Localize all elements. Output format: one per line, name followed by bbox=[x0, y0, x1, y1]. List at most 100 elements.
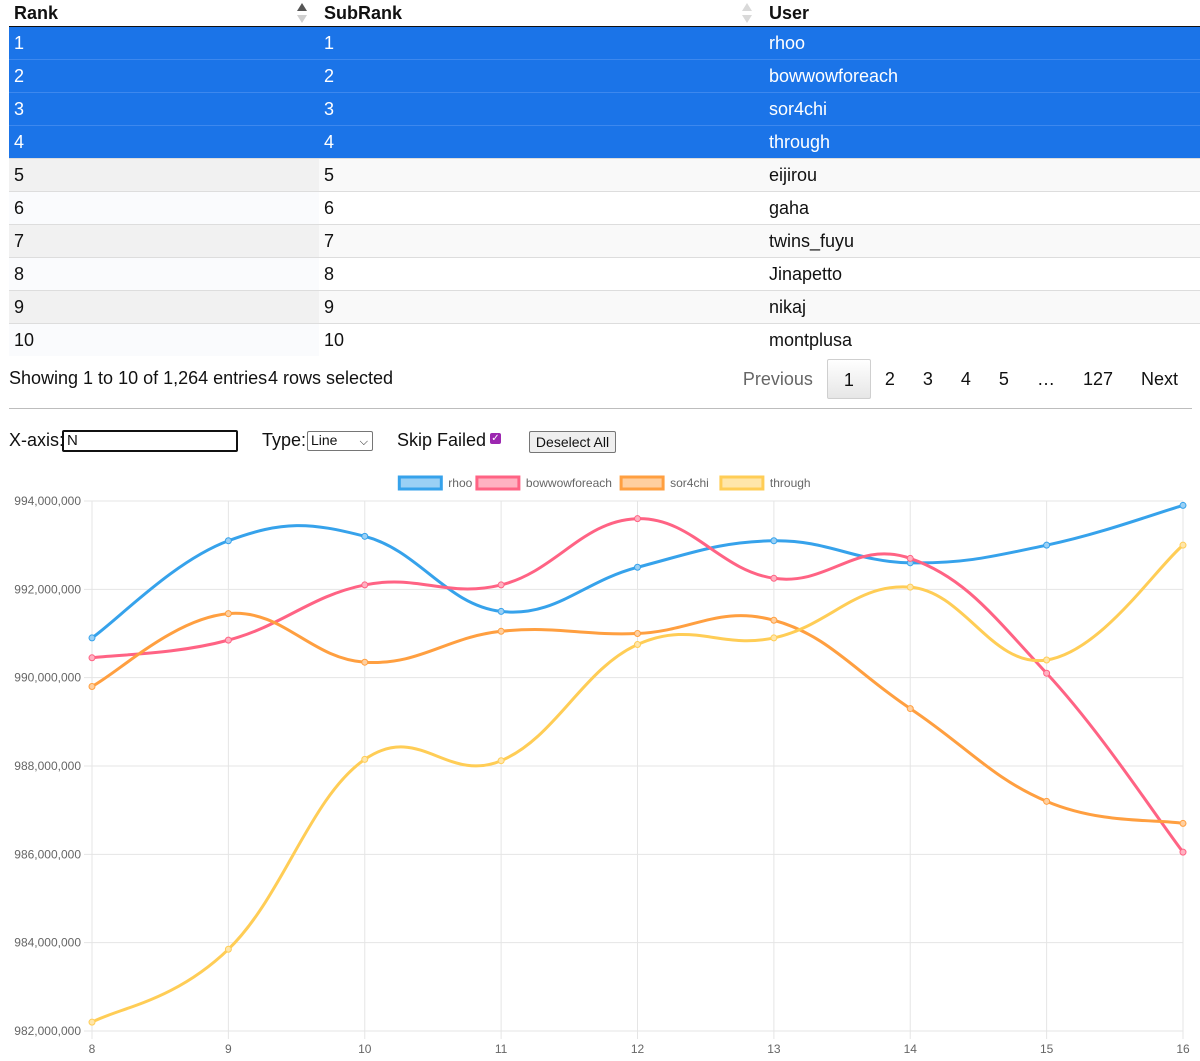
cell-user: Jinapetto bbox=[764, 257, 1200, 291]
data-point-rhoo[interactable] bbox=[770, 537, 778, 545]
data-point-bowwowforeach[interactable] bbox=[906, 554, 914, 562]
cell-user: twins_fuyu bbox=[764, 224, 1200, 258]
skip-failed-label: Skip Failed bbox=[397, 430, 487, 450]
column-header-subrank[interactable]: SubRank bbox=[319, 0, 764, 27]
cell-user: gaha bbox=[764, 191, 1200, 225]
legend-label-sor4chi[interactable]: sor4chi bbox=[670, 476, 709, 490]
pagination-page[interactable]: 4 bbox=[960, 369, 971, 389]
cell-user: sor4chi bbox=[764, 92, 1200, 126]
data-point-sor4chi[interactable] bbox=[497, 627, 505, 635]
data-point-bowwowforeach[interactable] bbox=[1179, 848, 1187, 856]
table-row[interactable]: 9 9 nikaj bbox=[9, 290, 1200, 324]
pagination-ellipsis: … bbox=[1036, 369, 1055, 389]
table-row[interactable]: 5 5 eijirou bbox=[9, 158, 1200, 192]
table-row[interactable]: 1 1 rhoo bbox=[9, 26, 1200, 60]
pagination-page[interactable]: 3 bbox=[922, 369, 933, 389]
pagination-page[interactable]: 1 bbox=[826, 359, 871, 399]
data-point-rhoo[interactable] bbox=[1043, 541, 1051, 549]
column-header-label: SubRank bbox=[324, 2, 403, 23]
data-point-bowwowforeach[interactable] bbox=[497, 581, 505, 589]
x-tick-label: 10 bbox=[358, 1042, 372, 1056]
data-point-through[interactable] bbox=[88, 1018, 96, 1026]
pagination-previous[interactable]: Previous bbox=[742, 369, 813, 389]
cell-subrank: 9 bbox=[319, 290, 764, 324]
cell-subrank: 10 bbox=[319, 323, 764, 356]
pagination-page[interactable]: 5 bbox=[998, 369, 1009, 389]
cell-rank: 10 bbox=[9, 323, 319, 356]
type-label: Type: bbox=[262, 430, 307, 450]
legend-swatch-rhoo[interactable] bbox=[397, 475, 443, 491]
cell-user: montplusa bbox=[764, 323, 1200, 356]
y-tick-label: 988,000,000 bbox=[14, 759, 81, 773]
data-point-sor4chi[interactable] bbox=[1179, 819, 1187, 827]
line-chart: 982,000,000 984,000,000 986,000,000 988,000… bbox=[14, 475, 1190, 1056]
table-row[interactable]: 7 7 twins_fuyu bbox=[9, 224, 1200, 258]
legend-swatch-bowwowforeach[interactable] bbox=[475, 475, 521, 491]
pagination-page[interactable]: 2 bbox=[884, 369, 895, 389]
y-tick-label: 986,000,000 bbox=[14, 847, 81, 861]
data-point-bowwowforeach[interactable] bbox=[88, 654, 96, 662]
y-tick-label: 982,000,000 bbox=[14, 1024, 81, 1038]
section-divider bbox=[9, 408, 1192, 409]
data-point-through[interactable] bbox=[224, 945, 232, 953]
data-point-through[interactable] bbox=[906, 583, 914, 591]
cell-subrank: 5 bbox=[319, 158, 764, 192]
cell-user: bowwowforeach bbox=[764, 59, 1200, 93]
data-point-through[interactable] bbox=[361, 755, 369, 763]
legend-swatch-sor4chi[interactable] bbox=[619, 475, 665, 491]
data-point-through[interactable] bbox=[1043, 656, 1051, 664]
cell-subrank: 7 bbox=[319, 224, 764, 258]
table-row[interactable]: 10 10 montplusa bbox=[9, 323, 1200, 356]
data-point-bowwowforeach[interactable] bbox=[1043, 669, 1051, 677]
data-point-sor4chi[interactable] bbox=[770, 616, 778, 624]
data-point-sor4chi[interactable] bbox=[1043, 797, 1051, 805]
table-row[interactable]: 2 2 bowwowforeach bbox=[9, 59, 1200, 93]
legend-label-rhoo[interactable]: rhoo bbox=[448, 476, 472, 490]
table-row[interactable]: 6 6 gaha bbox=[9, 191, 1200, 225]
data-point-sor4chi[interactable] bbox=[224, 610, 232, 618]
pagination-next[interactable]: Next bbox=[1140, 369, 1178, 389]
data-point-sor4chi[interactable] bbox=[361, 658, 369, 666]
sort-both-icon bbox=[742, 3, 752, 23]
data-point-rhoo[interactable] bbox=[634, 563, 641, 571]
deselect-all-button[interactable]: Deselect All bbox=[529, 431, 616, 453]
cell-subrank: 3 bbox=[319, 92, 764, 126]
data-point-through[interactable] bbox=[497, 757, 505, 765]
type-select[interactable]: Line ⌵ bbox=[307, 431, 373, 451]
data-point-rhoo[interactable] bbox=[361, 532, 369, 540]
data-point-bowwowforeach[interactable] bbox=[224, 636, 232, 644]
cell-subrank: 2 bbox=[319, 59, 764, 93]
pagination: Previous 1 2 3 4 5 … 127 Next bbox=[729, 358, 1192, 400]
data-point-bowwowforeach[interactable] bbox=[770, 574, 778, 582]
data-point-through[interactable] bbox=[770, 634, 778, 642]
data-point-sor4chi[interactable] bbox=[906, 705, 914, 713]
legend-label-through[interactable]: through bbox=[770, 476, 811, 490]
entries-info: Showing 1 to 10 of 1,264 entries bbox=[9, 368, 268, 388]
legend-swatch-through[interactable] bbox=[719, 475, 765, 491]
xaxis-input[interactable]: N bbox=[62, 430, 238, 452]
table-row[interactable]: 3 3 sor4chi bbox=[9, 92, 1200, 126]
skip-failed-checkbox[interactable]: ✓ bbox=[490, 433, 501, 444]
xaxis-label: X-axis: bbox=[9, 430, 65, 450]
ranking-table-container: Rank SubRank User 1 1 rhoo 2 2 bowwowforeach 3… bbox=[9, 0, 1200, 356]
table-row[interactable]: 4 4 through bbox=[9, 125, 1200, 159]
pagination-page[interactable]: 127 bbox=[1082, 369, 1113, 389]
data-point-sor4chi[interactable] bbox=[88, 683, 96, 690]
column-header-label: Rank bbox=[14, 2, 59, 23]
sort-asc-icon bbox=[297, 3, 307, 23]
data-point-rhoo[interactable] bbox=[88, 634, 96, 642]
column-header-rank[interactable]: Rank bbox=[9, 0, 319, 27]
chart-controls: X-axis: N Type: Line ⌵ Skip Failed ✓ Des… bbox=[9, 428, 1192, 456]
data-point-rhoo[interactable] bbox=[1179, 501, 1187, 509]
data-point-bowwowforeach[interactable] bbox=[634, 515, 641, 523]
data-point-bowwowforeach[interactable] bbox=[361, 581, 369, 589]
data-point-rhoo[interactable] bbox=[497, 607, 505, 615]
data-point-rhoo[interactable] bbox=[224, 537, 232, 545]
data-point-through[interactable] bbox=[1179, 541, 1187, 549]
table-row[interactable]: 8 8 Jinapetto bbox=[9, 257, 1200, 291]
legend-label-bowwowforeach[interactable]: bowwowforeach bbox=[526, 476, 612, 490]
data-point-sor4chi[interactable] bbox=[634, 630, 641, 637]
column-header-user[interactable]: User bbox=[764, 0, 1200, 27]
data-point-through[interactable] bbox=[634, 641, 641, 649]
y-tick-label: 994,000,000 bbox=[14, 494, 81, 508]
